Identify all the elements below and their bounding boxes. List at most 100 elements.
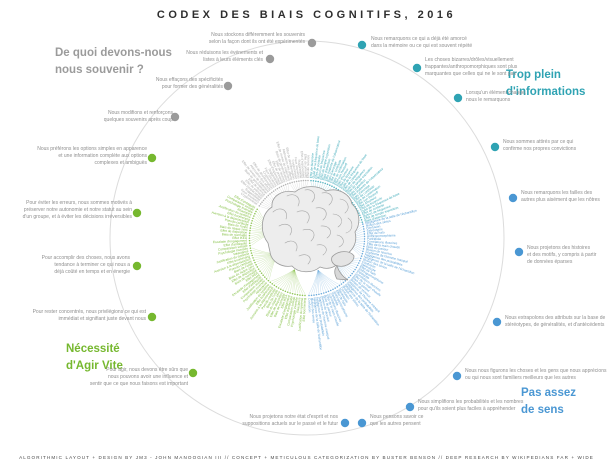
bias-label: Illusion de récence [320,296,331,323]
annotation-dot [132,261,142,271]
annotation-dot [170,112,180,122]
bias-label: Illusion de récence [366,247,393,256]
bias-label: Comparaison sociale [218,244,248,252]
bias-label: Stéréotypie [366,227,383,233]
bias-label: Effet boomerang [227,254,251,265]
annotation-text: Nous nous figurons les choses et les gen… [465,368,607,381]
bias-label: Escalade d'engagement [213,239,247,245]
bias-label: Illusion des séries [310,298,316,324]
bias-label: Négligence des probabilités [315,297,325,337]
page-title: CODEX DES BIAIS COGNITIFS, 2016 [156,9,457,21]
annotation-dot [223,81,233,91]
bias-label: Confusion [361,260,376,269]
bias-label: Biais du risque zéro [219,225,248,233]
annotation-dot [514,247,524,257]
annotation-dot [405,402,415,412]
bias-label: Effet de primauté [303,154,308,179]
bias-label: Justification du système [297,297,304,331]
bias-label: Pseudo-certitude [224,218,249,227]
annotation-text: Nous stockons différemment les souvenirs… [208,32,305,45]
annotation-text: Nous modifions et renforçons quelques so… [103,110,173,123]
brain-gyri [272,189,353,265]
bias-label: Réactance [296,297,302,313]
annotation-text: Nous projetons notre état d'esprit et no… [242,414,338,427]
annotation-dot [412,63,422,73]
bias-label: Biais du parieur [323,295,334,318]
bias-label: Confusion [366,224,381,230]
bias-label: Stéréotypie [360,262,376,273]
annotation-dot [147,153,157,163]
bias-label: Effet IKEA [232,236,248,240]
annotation-dot [492,317,502,327]
annotation-dot [490,142,500,152]
bias-label: Biais d'attention [364,213,387,223]
annotation-text: Nous préférons les options simples en ap… [37,146,147,166]
annotation-dot [340,418,350,428]
annotation-text: Nous extrapolons des attributs sur la ba… [505,315,606,328]
bias-label: Confusion [307,298,312,313]
annotation-text: Pour agir, nous devons être sûrs que nou… [89,367,188,387]
bias-label: Effet boomerang [302,298,307,322]
annotation-dot [453,93,463,103]
bias-label: Effet de bizarrerie [309,153,315,179]
footer-credits: ALGORITHMIC LAYOUT + DESIGN BY JM3 - JOH… [19,455,594,460]
annotation-dot [147,312,157,322]
bias-label: Réactance [237,207,253,217]
annotation-dot [132,208,142,218]
bias-label: Biais d'ancrage [326,161,338,183]
brain-stem [334,265,349,281]
bias-label: Effet d'espacement [300,151,306,178]
bias-label: Effet de récence [306,155,310,178]
annotation-dot [452,371,462,381]
annotation-text: Nous sommes attirés par ce qui confirme … [503,139,577,152]
bias-label: Paréidolie [367,237,381,241]
brain-illustration [262,186,360,281]
annotation-dot [508,193,518,203]
category-trop-plein-informations: Trop plein d'informations [506,69,586,99]
bias-label: Psychologie inversée [218,246,249,255]
bias-label: Paréidolie [356,269,370,280]
annotation-text: Nous pensons savoir ce que les autres pe… [370,414,424,427]
bias-label: Cryptomnésie [291,159,299,179]
bias-label: Réactance [233,249,249,256]
annotation-text: Nous effaçons des spécificités pour form… [155,77,223,90]
brain-cerebellum [331,251,355,267]
bias-label: Effet de disposition [220,228,247,234]
bias-label: Confusion [339,286,351,300]
brain-outline [262,186,360,273]
annotation-text: Nous réduisons les événements et listes … [186,50,263,63]
annotation-text: Lorsqu'un élément change, nous le remarq… [466,90,527,103]
bias-label: Psychologie inversée [290,297,299,328]
bias-label: Anthropomorphisme [367,233,396,238]
category-memoire: De quoi devons-nous nous souvenir ? [55,47,172,77]
bias-label: Paréidolie [330,292,340,307]
bias-label: Effet boomerang [227,211,251,222]
annotation-text: Pour éviter les erreurs, nous sommes mot… [22,200,132,220]
category-pas-assez-de-sens: Pas assez de sens [521,387,576,417]
bias-label: Effet IKEA [280,293,289,309]
bias-label: Effet d'ambiguïté [284,295,294,319]
annotation-text: Pour rester concentrés, nous privilégion… [32,309,146,322]
bias-label: Illusion de fréquence [317,150,327,180]
bias-label: Corrélations illusoires [367,239,398,245]
bias-label: Effet de contexte [314,155,322,179]
bias-label: Oubli de la fréquence de base [312,136,321,179]
bias-label: Effet de la main chaude [366,242,400,249]
annotation-dot [265,54,275,64]
bias-label: Effet de halo [367,230,385,235]
outer-ring [109,40,505,436]
bias-label: Biais de normalité [222,232,248,237]
annotation-dot [357,418,367,428]
bias-label: Faux souvenirs [294,157,301,179]
bias-label: Négligence de la taille de l'échantillon [312,297,322,350]
annotation-dots [132,38,524,428]
annotation-text: Nous projetons des histoires et des moti… [527,245,597,265]
bias-label: Illusion des séries [365,219,391,228]
bias-label: Suggestibilité [297,159,303,178]
annotation-text: Nous remarquons les failles des autres p… [521,190,600,203]
bias-label: Effet d'ambiguïté [223,241,247,247]
bias-label: Comparaison sociale [286,296,296,326]
annotation-dot [357,40,367,50]
annotation-dot [307,38,317,48]
